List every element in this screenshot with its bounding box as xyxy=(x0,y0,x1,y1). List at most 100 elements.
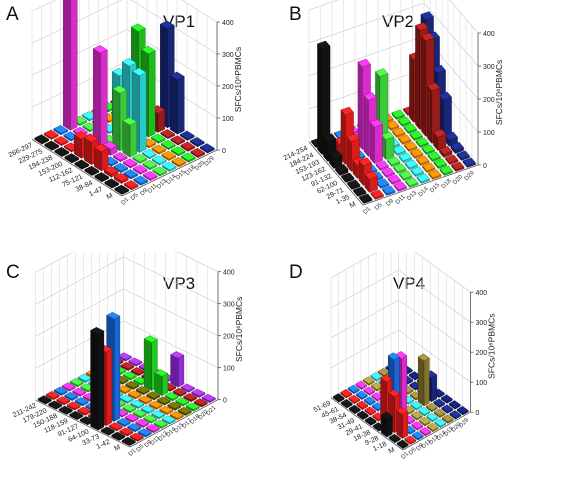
bar-top xyxy=(160,129,176,138)
bar-top xyxy=(380,374,393,383)
bar-top xyxy=(69,411,84,419)
bar xyxy=(160,139,176,151)
bar xyxy=(103,165,119,178)
bar-top xyxy=(159,20,175,29)
bar xyxy=(427,151,441,163)
bar xyxy=(54,146,70,158)
bar-top xyxy=(332,393,345,401)
bar-face xyxy=(423,357,430,407)
panel-title: VP2 xyxy=(382,12,415,31)
bar-top xyxy=(37,395,52,403)
bar xyxy=(397,116,411,128)
bar xyxy=(362,376,375,386)
bar-top xyxy=(132,409,147,417)
bar-top xyxy=(426,412,439,421)
bar-top xyxy=(418,417,431,425)
bar xyxy=(369,119,383,165)
z-tick-label: 200 xyxy=(223,334,235,341)
gridline xyxy=(35,252,219,273)
bar xyxy=(364,171,378,194)
bar xyxy=(63,0,78,131)
bar-top xyxy=(426,422,439,431)
bar xyxy=(135,418,150,428)
bar xyxy=(142,170,158,182)
bar-top xyxy=(404,435,417,444)
bar-top xyxy=(114,184,130,194)
bar-top xyxy=(340,106,354,116)
z-axis-title: SFCs/10⁶PBMCs xyxy=(494,60,504,125)
gridline xyxy=(31,0,218,55)
bar-top xyxy=(170,351,185,359)
donor-label: D9 xyxy=(415,442,425,452)
bar-top xyxy=(364,406,377,415)
bar xyxy=(450,142,464,155)
bar xyxy=(335,164,349,177)
bar-top xyxy=(399,170,413,180)
bar xyxy=(426,412,439,423)
donor-axis xyxy=(129,399,219,448)
gridline xyxy=(330,299,471,353)
bar xyxy=(66,401,81,411)
bar-face xyxy=(97,330,105,431)
donor-label: D1 xyxy=(400,451,410,461)
peptide-label: 1-47 xyxy=(88,186,104,198)
bar xyxy=(122,117,138,158)
bar-top xyxy=(84,165,100,175)
bar-top xyxy=(130,367,145,375)
bar-face xyxy=(177,76,185,135)
bar xyxy=(410,166,424,178)
bar-face xyxy=(396,410,403,439)
bar-top xyxy=(100,426,115,434)
chart-a: 0100200300400SFCs/10⁶PBMCsM1-4738-8475-1… xyxy=(8,0,243,207)
bar-top xyxy=(340,389,353,397)
bars xyxy=(332,351,469,449)
bar xyxy=(48,400,63,410)
bar-top xyxy=(161,415,176,423)
bar xyxy=(34,134,50,145)
bar-top xyxy=(421,32,435,41)
bar xyxy=(159,406,174,416)
bar-top xyxy=(357,58,371,68)
bar xyxy=(93,143,109,172)
donor-label: D29 xyxy=(464,170,476,182)
bar xyxy=(370,382,383,392)
bar-top xyxy=(329,150,343,159)
bar xyxy=(127,390,142,400)
bar-top xyxy=(450,142,464,151)
bar-top xyxy=(387,156,401,166)
bar xyxy=(341,172,355,184)
bar-top xyxy=(410,166,424,176)
bar xyxy=(132,409,147,419)
bar-top xyxy=(392,127,406,137)
bar-face xyxy=(369,121,375,165)
bar xyxy=(108,422,123,432)
bar xyxy=(90,327,105,431)
bar-top xyxy=(106,312,121,320)
bar-top xyxy=(405,177,419,187)
bar xyxy=(347,179,361,191)
bar-top xyxy=(135,386,150,394)
bar xyxy=(451,161,465,173)
bar xyxy=(433,408,446,418)
bar xyxy=(142,160,158,171)
bar-top xyxy=(444,131,458,141)
bar xyxy=(119,394,134,404)
bar-top xyxy=(355,380,368,389)
bar xyxy=(45,391,60,401)
donor-label: D21 xyxy=(205,405,217,417)
bar xyxy=(393,163,407,175)
bar xyxy=(364,416,377,426)
bar-top xyxy=(92,45,108,54)
gridline xyxy=(35,288,219,337)
bar-top xyxy=(61,382,76,390)
z-tick-label: 0 xyxy=(223,398,227,405)
bar xyxy=(123,180,139,191)
bar xyxy=(161,150,177,161)
bar-top xyxy=(112,85,128,94)
bar-top xyxy=(381,167,395,177)
bar xyxy=(391,109,405,121)
bar xyxy=(113,172,129,184)
bar xyxy=(340,389,353,399)
bar-face xyxy=(122,120,131,158)
bar-top xyxy=(130,399,145,408)
